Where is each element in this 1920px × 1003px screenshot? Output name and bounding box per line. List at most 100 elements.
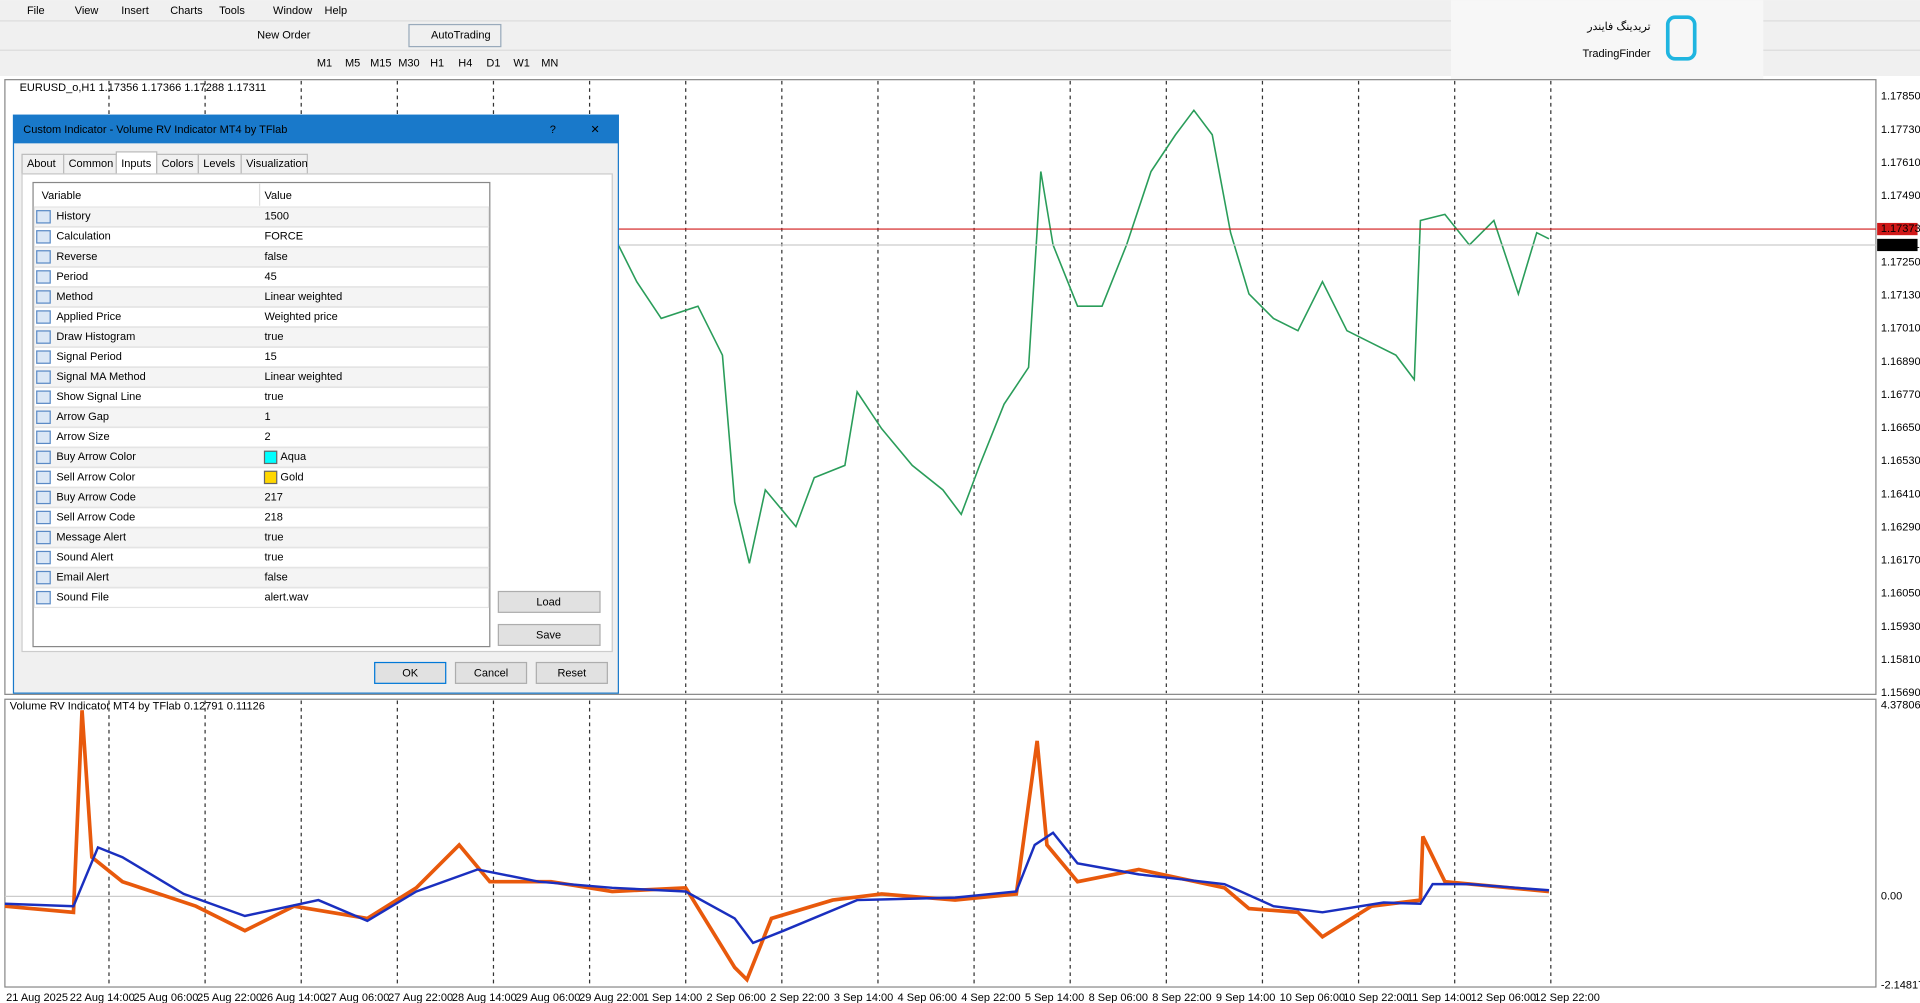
button-frame xyxy=(408,23,502,48)
variable-value: 45 xyxy=(264,271,276,283)
price-label: 1.16650 xyxy=(1881,422,1920,434)
price-label: 1.17250 xyxy=(1881,256,1920,268)
last-tag xyxy=(1877,238,1918,252)
ui: File View Insert Charts Tools Window Help New O… xyxy=(6,5,1920,1003)
price-label: 1.16890 xyxy=(1881,356,1920,368)
variable-value: 1500 xyxy=(264,211,289,223)
variable-name: Show Signal Line xyxy=(56,391,141,403)
row[interactable] xyxy=(33,587,490,609)
tab-label[interactable]: Levels xyxy=(203,158,235,170)
menu-item[interactable]: Charts xyxy=(170,5,203,17)
side-button[interactable] xyxy=(497,590,601,613)
variable-value: Weighted price xyxy=(264,311,337,323)
variable-name: Email Alert xyxy=(56,572,109,584)
variable-value: 217 xyxy=(264,491,282,503)
time-label: 27 Aug 06:00 xyxy=(324,992,389,1003)
time-label: 4 Sep 22:00 xyxy=(961,992,1020,1003)
price-label: 1.16530 xyxy=(1881,455,1920,467)
time-label: 8 Sep 06:00 xyxy=(1089,992,1148,1003)
variable-name: Draw Histogram xyxy=(56,331,135,343)
toolbar-button[interactable]: AutoTrading xyxy=(431,29,491,41)
time-label: 25 Aug 22:00 xyxy=(197,992,262,1003)
row-icon xyxy=(36,450,51,465)
tab-label[interactable]: Common xyxy=(69,158,114,170)
dialog-button-label[interactable]: Cancel xyxy=(474,667,508,679)
time-label: 21 Aug 2025 xyxy=(6,992,68,1003)
timeframe-button[interactable]: M15 xyxy=(370,58,391,70)
price-label: 1.16290 xyxy=(1881,521,1920,533)
variable-value: true xyxy=(264,551,283,563)
row-icon xyxy=(36,350,51,364)
row-icon xyxy=(36,590,51,605)
close-button[interactable]: ✕ xyxy=(590,124,599,136)
price-label: 1.17130 xyxy=(1881,290,1920,302)
row[interactable] xyxy=(33,206,490,228)
variable-name: Sound File xyxy=(56,592,109,604)
dialog-button[interactable] xyxy=(535,661,608,684)
variable-value: 218 xyxy=(264,511,282,523)
indicator-axis-label: -2.14817 xyxy=(1881,980,1920,992)
variable-value: Aqua xyxy=(280,451,307,463)
timeframe-button[interactable]: W1 xyxy=(513,58,530,70)
tab-label[interactable]: Colors xyxy=(162,158,194,170)
variable-name: Reverse xyxy=(56,251,97,263)
chart-info: EURUSD_o,H1 1.17356 1.17366 1.17288 1.17… xyxy=(20,82,267,94)
menu-item[interactable]: View xyxy=(75,5,99,17)
timeframe-button[interactable]: M30 xyxy=(398,58,419,70)
row[interactable] xyxy=(33,286,490,308)
row[interactable] xyxy=(33,246,490,268)
dialog-button-label[interactable]: Reset xyxy=(557,667,586,679)
tab-label[interactable]: Visualization xyxy=(246,158,308,170)
row-icon xyxy=(36,530,51,545)
price-label: 1.17730 xyxy=(1881,124,1920,136)
menu-item[interactable]: File xyxy=(27,5,45,17)
variable-value: true xyxy=(264,331,283,343)
time-label: 10 Sep 06:00 xyxy=(1280,992,1346,1003)
time-label: 29 Aug 22:00 xyxy=(579,992,644,1003)
logo-en: TradingFinder xyxy=(1582,48,1650,60)
indicator-window xyxy=(4,698,1877,988)
variable-name: Signal MA Method xyxy=(56,371,145,383)
time-label: 9 Sep 14:00 xyxy=(1216,992,1275,1003)
row[interactable] xyxy=(33,266,490,288)
time-label: 28 Aug 14:00 xyxy=(452,992,517,1003)
timeframe-button[interactable]: MN xyxy=(541,58,558,70)
menu-item[interactable]: Help xyxy=(324,5,347,17)
side-button-label[interactable]: Save xyxy=(536,629,561,641)
logo-fa: تریدینگ فایندر xyxy=(1586,20,1650,33)
time-label: 4 Sep 06:00 xyxy=(898,992,957,1003)
variable-name: Arrow Size xyxy=(56,431,109,443)
variable-name: Signal Period xyxy=(56,351,122,363)
price-label: 1.16410 xyxy=(1881,488,1920,500)
timeframe-button[interactable]: D1 xyxy=(486,58,500,70)
dialog-button[interactable] xyxy=(374,661,447,684)
dialog-button-label[interactable]: OK xyxy=(402,667,419,679)
menu-item[interactable]: Window xyxy=(273,5,312,17)
dialog-button[interactable] xyxy=(454,661,528,684)
side-button[interactable] xyxy=(497,623,601,646)
timeframe-button[interactable]: H1 xyxy=(430,58,444,70)
row-icon xyxy=(36,210,51,224)
time-label: 22 Aug 14:00 xyxy=(70,992,135,1003)
variable-value: 15 xyxy=(264,351,276,363)
time-label: 1 Sep 14:00 xyxy=(643,992,702,1003)
timeframe-button[interactable]: H4 xyxy=(458,58,472,70)
help-button[interactable]: ? xyxy=(550,124,556,136)
time-label: 25 Aug 06:00 xyxy=(133,992,198,1003)
last-label: 1.17311 xyxy=(1881,239,1920,251)
row-icon xyxy=(36,470,51,485)
tab-label[interactable]: Inputs xyxy=(121,158,152,170)
menu-item[interactable]: Insert xyxy=(121,5,149,17)
tab-label[interactable]: About xyxy=(27,158,56,170)
toolbar-button[interactable]: New Order xyxy=(257,29,311,41)
variable-value: alert.wav xyxy=(264,592,309,604)
price-line xyxy=(617,108,1550,564)
timeframe-button[interactable]: M5 xyxy=(345,58,360,70)
menu-item[interactable]: Tools xyxy=(219,5,245,17)
side-button-label[interactable]: Load xyxy=(536,596,561,608)
timeframe-button[interactable]: M1 xyxy=(317,58,332,70)
variable-name: Period xyxy=(56,271,88,283)
variable-value: Linear weighted xyxy=(264,291,342,303)
variable-value: Linear weighted xyxy=(264,371,342,383)
